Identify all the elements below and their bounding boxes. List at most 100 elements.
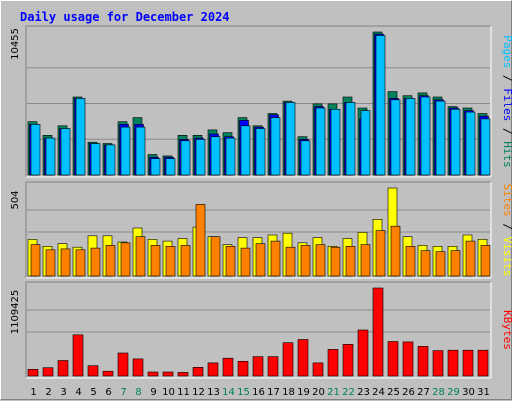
bar-pages-day-15 [240,125,251,176]
bar-sites-day-undefined [255,243,266,277]
bar-pages-day-10 [165,158,176,176]
bar-kbytes-day-undefined [462,349,474,377]
bar-kbytes-day-undefined [162,371,174,377]
bar-sites-day-undefined [390,225,401,277]
bar-kbytes-day-undefined [147,371,159,377]
bar-sites-day-undefined [150,245,161,277]
bar-pages-day-5 [90,143,101,176]
x-tick-label-day-9: 9 [150,387,156,398]
bar-pages-day-29 [450,109,461,176]
bar-sites-day-undefined [105,245,116,277]
bar-kbytes-day-undefined [102,370,114,377]
bar-pages-day-3 [60,128,71,176]
x-tick-label-day-17: 17 [267,387,280,398]
panel-2-legend-text: Sites / Visits [501,184,512,277]
bar-sites-day-undefined [270,240,281,277]
bar-kbytes-day-undefined [372,287,384,377]
panel-1-legend-text: Pages / Files / Hits [501,35,512,168]
bar-pages-day-18 [285,102,296,176]
bar-kbytes-day-undefined [177,372,189,377]
bar-pages-day-31 [480,118,491,176]
bar-pages-day-23 [360,110,371,176]
bar-pages-day-12 [195,139,206,176]
bar-sites-day-undefined [180,245,191,277]
bar-kbytes-day-undefined [402,341,414,377]
x-tick-label-day-26: 26 [402,387,415,398]
bar-pages-day-21 [330,109,341,176]
bar-sites-day-undefined [450,250,461,277]
panel-3-legend: KBytes [501,310,512,350]
bar-sites-day-undefined [225,246,236,277]
x-tick-label-day-16: 16 [252,387,265,398]
panel-1-legend: Pages / Files / Hits [501,35,512,168]
x-tick-label-day-23: 23 [357,387,370,398]
x-tick-label-day-25: 25 [387,387,400,398]
x-tick-label-day-29: 29 [447,387,460,398]
bar-kbytes-day-undefined [27,368,39,377]
x-tick-label-day-31: 31 [477,387,490,398]
x-tick-label-day-5: 5 [90,387,96,398]
bar-pages-day-4 [75,98,86,176]
bar-sites-day-undefined [165,246,176,277]
x-tick-label-day-15: 15 [237,387,250,398]
bar-kbytes-day-undefined [432,350,444,377]
bar-kbytes-day-undefined [297,339,309,377]
bar-pages-day-16 [255,128,266,176]
bar-kbytes-day-undefined [72,334,84,377]
bar-sites-day-undefined [480,245,491,277]
bar-kbytes-day-undefined [417,345,429,377]
bar-sites-day-undefined [315,244,326,277]
bar-sites-day-undefined [210,236,221,277]
bar-pages-day-25 [390,99,401,176]
bar-kbytes-day-undefined [207,362,219,377]
x-tick-label-day-28: 28 [432,387,445,398]
legend-separator: / [501,68,512,88]
x-tick-label-day-6: 6 [105,387,111,398]
legend-separator: / [501,121,512,141]
x-tick-label-day-3: 3 [60,387,66,398]
bar-pages-day-8 [135,126,146,176]
x-tick-label-day-21: 21 [327,387,340,398]
bar-pages-day-24 [375,35,386,176]
x-tick-label-day-19: 19 [297,387,310,398]
x-tick-label-day-24: 24 [372,387,385,398]
bar-kbytes-day-undefined [357,329,369,377]
legend-files: Files [501,88,512,121]
bar-kbytes-day-undefined [342,343,354,377]
bar-kbytes-day-undefined [42,367,54,377]
x-tick-label-day-11: 11 [177,387,190,398]
panel-2-ymax-label: 504 [10,190,21,209]
bar-kbytes-day-undefined [282,342,294,377]
x-tick-label-day-12: 12 [192,387,205,398]
x-tick-label-day-10: 10 [162,387,175,398]
bar-pages-day-27 [420,96,431,176]
panel-1-ymax-label: 10455 [10,28,21,60]
bar-kbytes-day-undefined [132,358,144,377]
bar-sites-day-undefined [405,246,416,277]
x-tick-label-day-14: 14 [222,387,235,398]
bar-pages-day-20 [315,107,326,176]
bar-pages-day-1 [30,124,41,176]
bar-pages-day-6 [105,144,116,176]
bar-pages-day-22 [345,102,356,176]
bar-sites-day-undefined [285,246,296,277]
bar-pages-day-7 [120,126,131,176]
x-tick-label-day-4: 4 [75,387,81,398]
bar-sites-day-undefined [420,250,431,277]
legend-visits: Visits [501,237,512,277]
bar-pages-day-19 [300,140,311,176]
bar-kbytes-day-undefined [192,366,204,377]
bar-kbytes-day-undefined [117,352,129,377]
bar-sites-day-undefined [75,249,86,277]
bar-kbytes-day-undefined [387,341,399,377]
bar-sites-day-undefined [375,230,386,277]
x-tick-label-day-30: 30 [462,387,475,398]
chart-title: Daily usage for December 2024 [20,10,230,24]
bar-sites-day-undefined [435,251,446,277]
legend-kbytes: KBytes [501,310,512,350]
bar-kbytes-day-undefined [237,360,249,377]
x-tick-label-day-22: 22 [342,387,355,398]
bar-sites-day-undefined [300,245,311,277]
